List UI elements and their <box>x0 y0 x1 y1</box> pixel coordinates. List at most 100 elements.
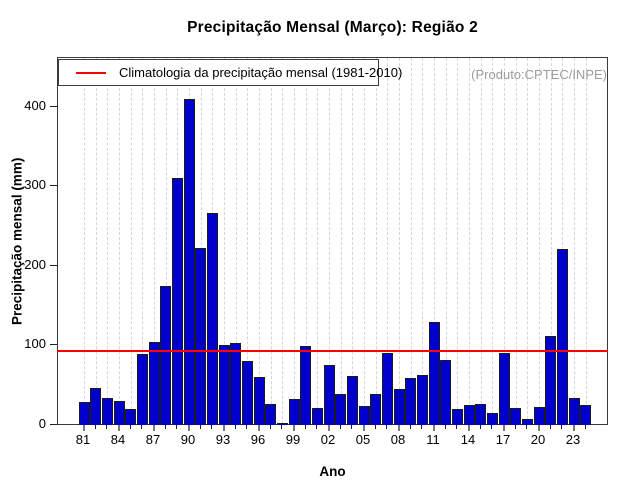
x-tick-92 <box>211 425 213 429</box>
bar-02 <box>323 365 335 425</box>
x-tick-86 <box>141 425 143 429</box>
bar-20 <box>533 407 545 425</box>
bar-98 <box>276 423 288 425</box>
x-tick-83 <box>106 425 108 429</box>
bar-00 <box>300 346 312 425</box>
bar-22 <box>556 249 568 425</box>
bar-82 <box>90 388 102 425</box>
bar-16 <box>486 413 498 425</box>
bar-11 <box>428 322 440 425</box>
bar-94 <box>230 343 242 425</box>
x-tick-08 <box>398 425 400 431</box>
x-tick-label-08: 08 <box>390 432 406 447</box>
gridline-06 <box>375 58 377 424</box>
gridline-14 <box>469 58 470 424</box>
bar-14 <box>463 405 475 425</box>
x-tick-label-81: 81 <box>75 432 91 447</box>
x-tick-20 <box>538 425 540 431</box>
gridline-11 <box>434 58 435 424</box>
gridline-03 <box>340 58 342 424</box>
x-tick-85 <box>129 425 131 429</box>
x-tick-label-93: 93 <box>215 432 231 447</box>
bar-19 <box>521 419 533 425</box>
x-tick-90 <box>188 425 190 431</box>
gridline-97 <box>270 58 272 424</box>
y-tick-label-0: 0 <box>38 416 46 431</box>
x-tick-04 <box>351 425 353 429</box>
y-tick-300 <box>50 185 57 186</box>
x-tick-23 <box>573 425 575 431</box>
x-tick-84 <box>118 425 120 431</box>
x-tick-88 <box>164 425 166 429</box>
gridline-18 <box>515 58 517 424</box>
gridline-01 <box>317 58 319 424</box>
gridline-88 <box>165 58 167 424</box>
gridline-17 <box>504 58 505 424</box>
gridline-23 <box>574 58 575 424</box>
gridline-83 <box>107 58 109 424</box>
x-tick-15 <box>479 425 481 429</box>
bar-03 <box>335 394 347 425</box>
gridline-95 <box>247 58 249 424</box>
bar-90 <box>183 99 195 425</box>
x-tick-00 <box>304 425 306 429</box>
x-tick-94 <box>234 425 236 429</box>
x-tick-93 <box>223 425 225 431</box>
bar-10 <box>416 375 428 425</box>
x-tick-14 <box>468 425 470 431</box>
bar-81 <box>78 402 90 425</box>
gridline-87 <box>154 58 155 424</box>
x-tick-02 <box>328 425 330 431</box>
gridline-82 <box>95 58 97 424</box>
x-tick-label-02: 02 <box>320 432 336 447</box>
gridline-24 <box>585 58 587 424</box>
gridline-05 <box>364 58 365 424</box>
x-tick-01 <box>316 425 318 429</box>
bar-07 <box>381 353 393 425</box>
gridline-16 <box>492 58 494 424</box>
gridline-91 <box>200 58 202 424</box>
gridline-15 <box>480 58 482 424</box>
bar-95 <box>241 361 253 425</box>
bar-87 <box>148 342 160 425</box>
gridline-99 <box>294 58 295 424</box>
gridline-98 <box>282 58 284 424</box>
plot-area <box>57 57 608 425</box>
gridline-93 <box>224 58 225 424</box>
bar-89 <box>171 178 183 425</box>
climatology-line <box>57 350 608 352</box>
bar-18 <box>510 408 522 425</box>
x-tick-label-90: 90 <box>180 432 196 447</box>
bar-21 <box>545 336 557 425</box>
x-tick-label-11: 11 <box>426 432 440 447</box>
gridline-09 <box>410 58 412 424</box>
gridline-08 <box>399 58 400 424</box>
x-tick-17 <box>503 425 505 431</box>
y-tick-label-100: 100 <box>24 336 46 351</box>
gridline-12 <box>445 58 447 424</box>
bar-99 <box>288 399 300 425</box>
gridline-22 <box>562 58 564 424</box>
bar-84 <box>113 401 125 425</box>
gridline-86 <box>142 58 144 424</box>
y-tick-label-400: 400 <box>24 98 46 113</box>
bar-92 <box>206 213 218 425</box>
y-tick-label-300: 300 <box>24 177 46 192</box>
bar-08 <box>393 389 405 425</box>
chart-title: Precipitação Mensal (Março): Região 2 <box>187 19 478 36</box>
x-tick-96 <box>258 425 260 431</box>
x-tick-95 <box>246 425 248 429</box>
gridline-85 <box>130 58 132 424</box>
x-tick-12 <box>444 425 446 429</box>
y-tick-400 <box>50 106 57 107</box>
bar-13 <box>451 409 463 425</box>
x-tick-97 <box>269 425 271 429</box>
gridline-00 <box>305 58 307 424</box>
climatology-line-swatch-icon <box>76 71 106 74</box>
y-tick-0 <box>50 424 57 425</box>
x-tick-19 <box>526 425 528 429</box>
x-tick-18 <box>514 425 516 429</box>
gridline-02 <box>329 58 330 424</box>
x-tick-09 <box>409 425 411 429</box>
